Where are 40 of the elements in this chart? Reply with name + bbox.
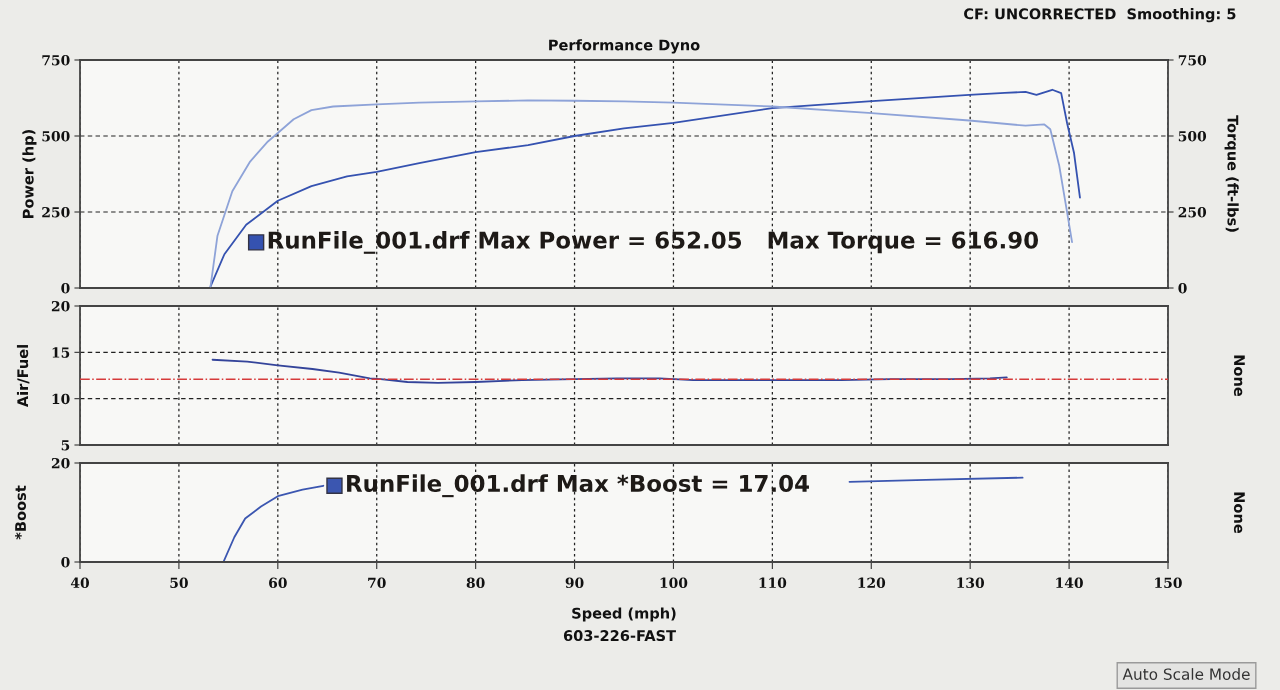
x-axis-title: Speed (mph) <box>572 607 676 622</box>
line-series <box>211 358 1008 384</box>
y2-tick-label: 500 <box>1178 130 1207 142</box>
y-tick-label: 20 <box>51 457 70 469</box>
text: Auto Scale Mode <box>1122 668 1250 680</box>
chart-title: Performance Dyno <box>549 39 700 54</box>
y-tick-label: 500 <box>42 130 70 142</box>
y-tick-label: 20 <box>51 300 70 312</box>
x-tick-label: 130 <box>957 577 985 589</box>
x-tick-label: 100 <box>660 577 688 589</box>
x-tick-label: 150 <box>1155 577 1182 589</box>
x-tick-label: 110 <box>759 577 787 589</box>
x-tick-label: 120 <box>858 577 886 589</box>
y2-tick-label: 0 <box>1178 282 1187 294</box>
y-axis-title: *Boost <box>15 485 27 540</box>
annotation: RunFile_001.drf Max *Boost = 17.04 <box>347 474 809 498</box>
y-axis-title: Power (hp) <box>22 130 37 218</box>
y-tick-label: 0 <box>61 556 70 568</box>
y-tick-label: 250 <box>42 206 70 218</box>
y-tick-label: 15 <box>52 347 70 358</box>
y-tick-label: 750 <box>42 54 70 66</box>
y-tick-label: 5 <box>61 440 70 451</box>
y2-tick-label: 250 <box>1178 206 1207 218</box>
y2-axis-title: None <box>1233 492 1245 534</box>
y2-axis-title: Torque (ft-lbs) <box>1224 115 1239 232</box>
y-tick-label: 0 <box>61 282 70 294</box>
x-tick-label: 50 <box>170 577 188 589</box>
x-tick-label: 80 <box>466 577 485 589</box>
x-tick-label: 70 <box>368 577 386 589</box>
y2-tick-label: 750 <box>1178 54 1207 66</box>
y-tick-label: 10 <box>52 393 70 405</box>
x-tick-label: 40 <box>70 577 90 589</box>
annotation: RunFile_001.drf Max Power = 652.05 Max Torque = 616.90 <box>268 230 1039 254</box>
y2-axis-title: None <box>1233 355 1245 397</box>
text: CF: UNCORRECTED Smoothing: 5 <box>964 8 1236 23</box>
x-tick-label: 140 <box>1056 577 1083 589</box>
y-axis-title: Air/Fuel <box>16 345 30 408</box>
text: 603-226-FAST <box>563 630 676 642</box>
x-tick-label: 60 <box>269 577 287 589</box>
x-tick-label: 90 <box>565 577 584 589</box>
